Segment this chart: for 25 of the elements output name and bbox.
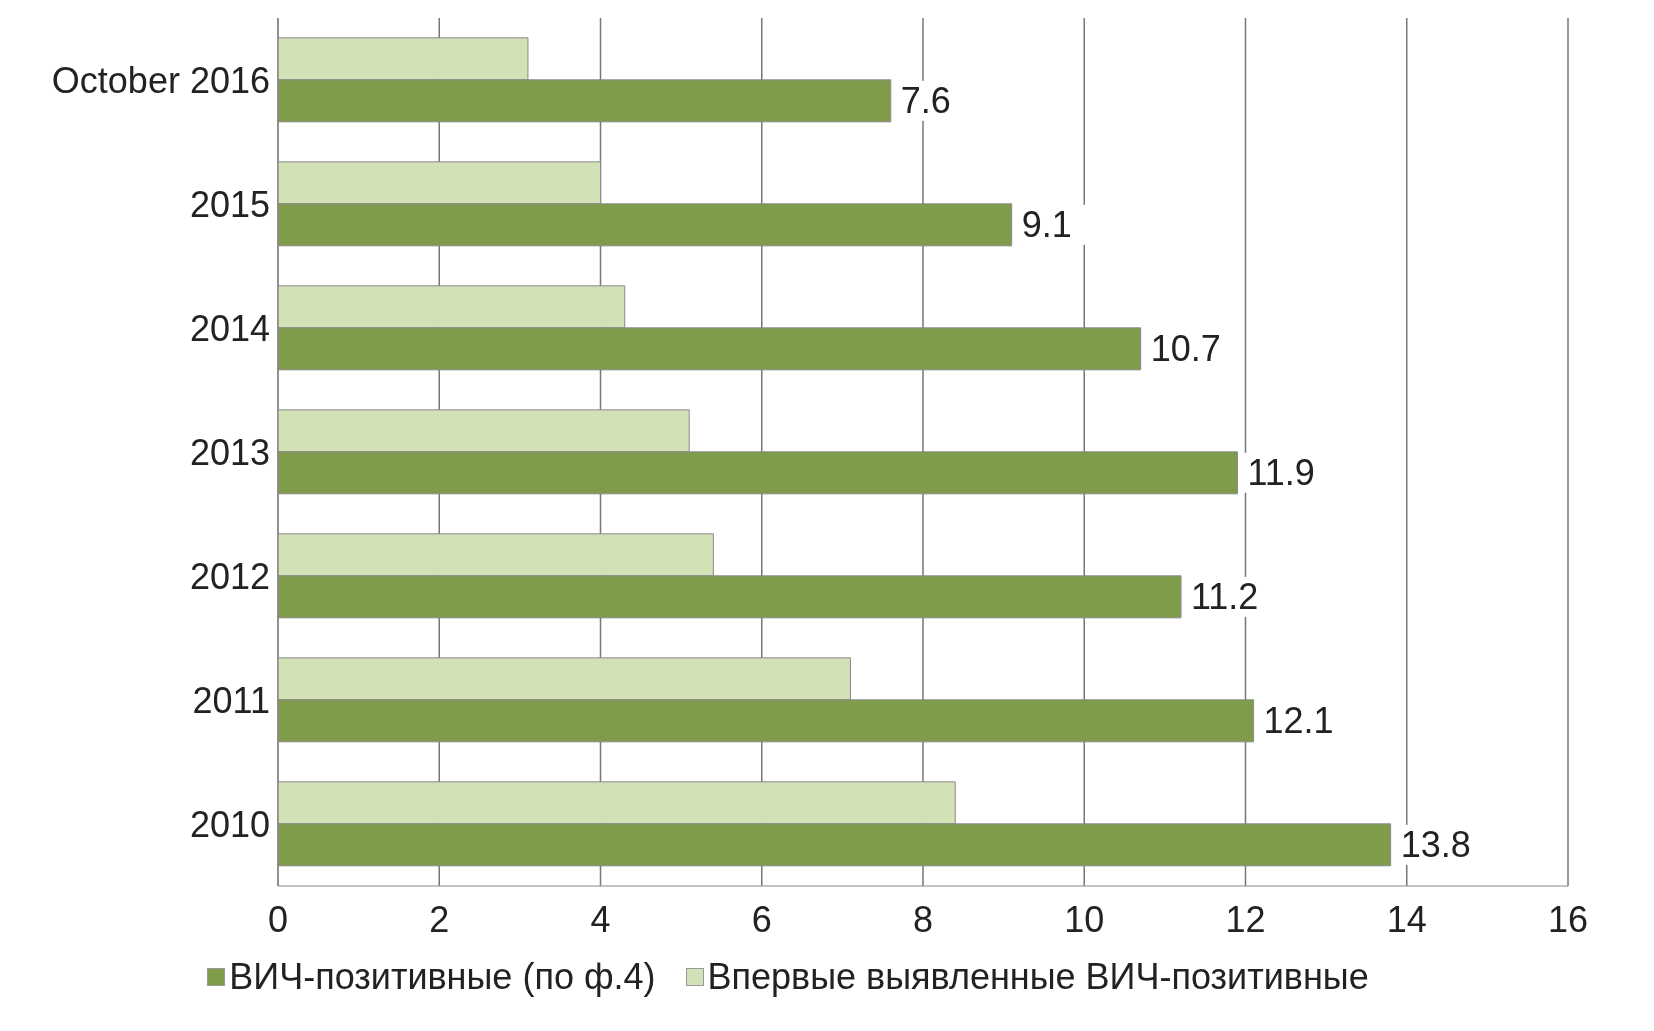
data-label: 9.1 <box>1021 204 1072 246</box>
x-tick-label: 14 <box>1386 898 1427 940</box>
x-tick-label: 6 <box>751 898 772 940</box>
data-label: 13.8 <box>1400 824 1471 866</box>
data-label: 11.9 <box>1247 452 1315 494</box>
data-label: 11.2 <box>1191 576 1259 618</box>
legend-label: ВИЧ-позитивные (по ф.4) <box>229 956 656 998</box>
y-tick-label: 2015 <box>189 183 270 225</box>
x-tick-label: 0 <box>267 898 289 940</box>
x-tick-label: 8 <box>912 898 934 940</box>
y-tick-label: 2012 <box>189 555 270 597</box>
legend-label: Впервые выявленные ВИЧ-позитивные <box>707 956 1369 998</box>
data-label: 10.7 <box>1150 328 1221 370</box>
data-label: 7.6 <box>900 80 951 122</box>
y-tick-label: 2010 <box>189 803 270 845</box>
y-tick-label: October 2016 <box>51 59 270 101</box>
x-tick-label: 2 <box>429 898 450 940</box>
x-tick-label: 16 <box>1547 898 1589 940</box>
y-tick-label: 2014 <box>189 307 270 349</box>
x-tick-label: 12 <box>1225 898 1266 940</box>
x-tick-label: 10 <box>1064 898 1105 940</box>
data-label: 12.1 <box>1263 700 1334 742</box>
y-tick-label: 2011 <box>192 679 270 721</box>
x-tick-label: 4 <box>590 898 611 940</box>
y-tick-label: 2013 <box>189 431 270 473</box>
